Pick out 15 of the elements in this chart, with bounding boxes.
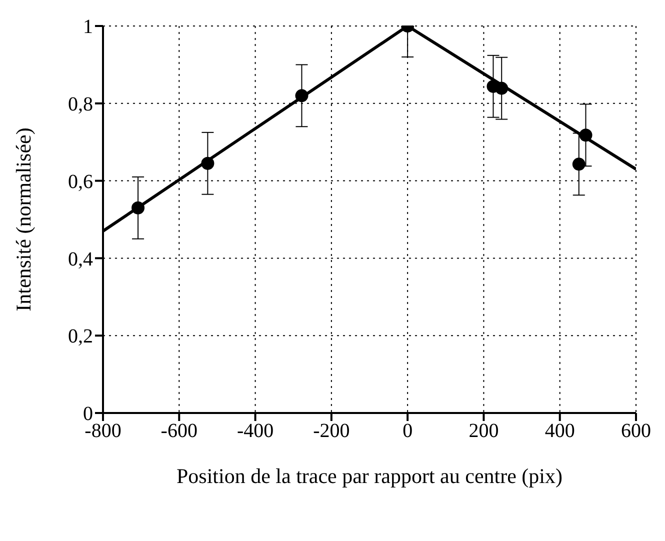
point [572,158,586,171]
y-tick-label: 0,4 [68,248,93,270]
x-tick-label: 600 [621,420,651,442]
y-tick-label: 0,8 [68,94,93,116]
x-tick-label: 200 [468,420,499,442]
y-tick-label: 0,2 [68,326,93,348]
x-tick-label: -600 [160,420,198,442]
y-tick-label: 0,6 [68,170,93,193]
x-tick-label: 0 [402,420,413,442]
x-tick-label: 400 [544,420,575,442]
y-axis-title: Intensité (normalisée) [11,128,36,312]
y-tick-label: 1 [83,16,93,38]
x-tick-label: -400 [236,420,274,442]
x-tick-label: -200 [313,420,350,442]
x-axis-title: Position de la trace par rapport au centre (pix) [176,464,563,488]
